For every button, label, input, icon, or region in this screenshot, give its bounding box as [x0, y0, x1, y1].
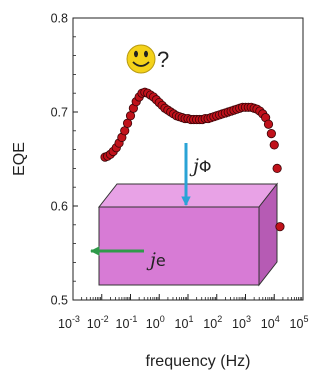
x-tick-label: 104	[261, 314, 280, 331]
x-axis-label: frequency (Hz)	[146, 353, 251, 370]
x-tick-label: 102	[203, 314, 222, 331]
x-tick-label: 10-2	[87, 314, 109, 331]
sample-box-illustration	[97, 182, 279, 287]
data-series	[100, 87, 285, 232]
y-tick-label: 0.7	[51, 106, 68, 120]
y-axis-ticks: 0.5 0.6 0.7 0.8	[51, 12, 78, 308]
y-tick-label: 0.8	[51, 12, 68, 26]
box-top-face	[97, 183, 279, 208]
x-tick-label: 10-3	[58, 314, 80, 331]
x-tick-label: 103	[232, 314, 251, 331]
x-tick-label: 105	[290, 314, 309, 331]
box-front-face	[98, 206, 260, 286]
x-tick-label: 100	[146, 314, 165, 331]
smiley-face-icon	[126, 44, 156, 74]
x-tick-label: 101	[175, 314, 194, 331]
data-point	[269, 140, 279, 150]
data-point	[272, 163, 282, 173]
electron-current-label: je	[146, 249, 166, 271]
question-mark: ?	[157, 47, 169, 72]
y-tick-label: 0.6	[51, 200, 68, 214]
photon-flux-label: jΦ	[189, 155, 212, 177]
x-tick-label: 10-1	[116, 314, 138, 331]
y-axis-label: EQE	[11, 142, 28, 176]
data-point	[266, 129, 276, 139]
data-point	[275, 222, 285, 232]
y-tick-label: 0.5	[51, 294, 68, 308]
data-point	[263, 119, 274, 129]
